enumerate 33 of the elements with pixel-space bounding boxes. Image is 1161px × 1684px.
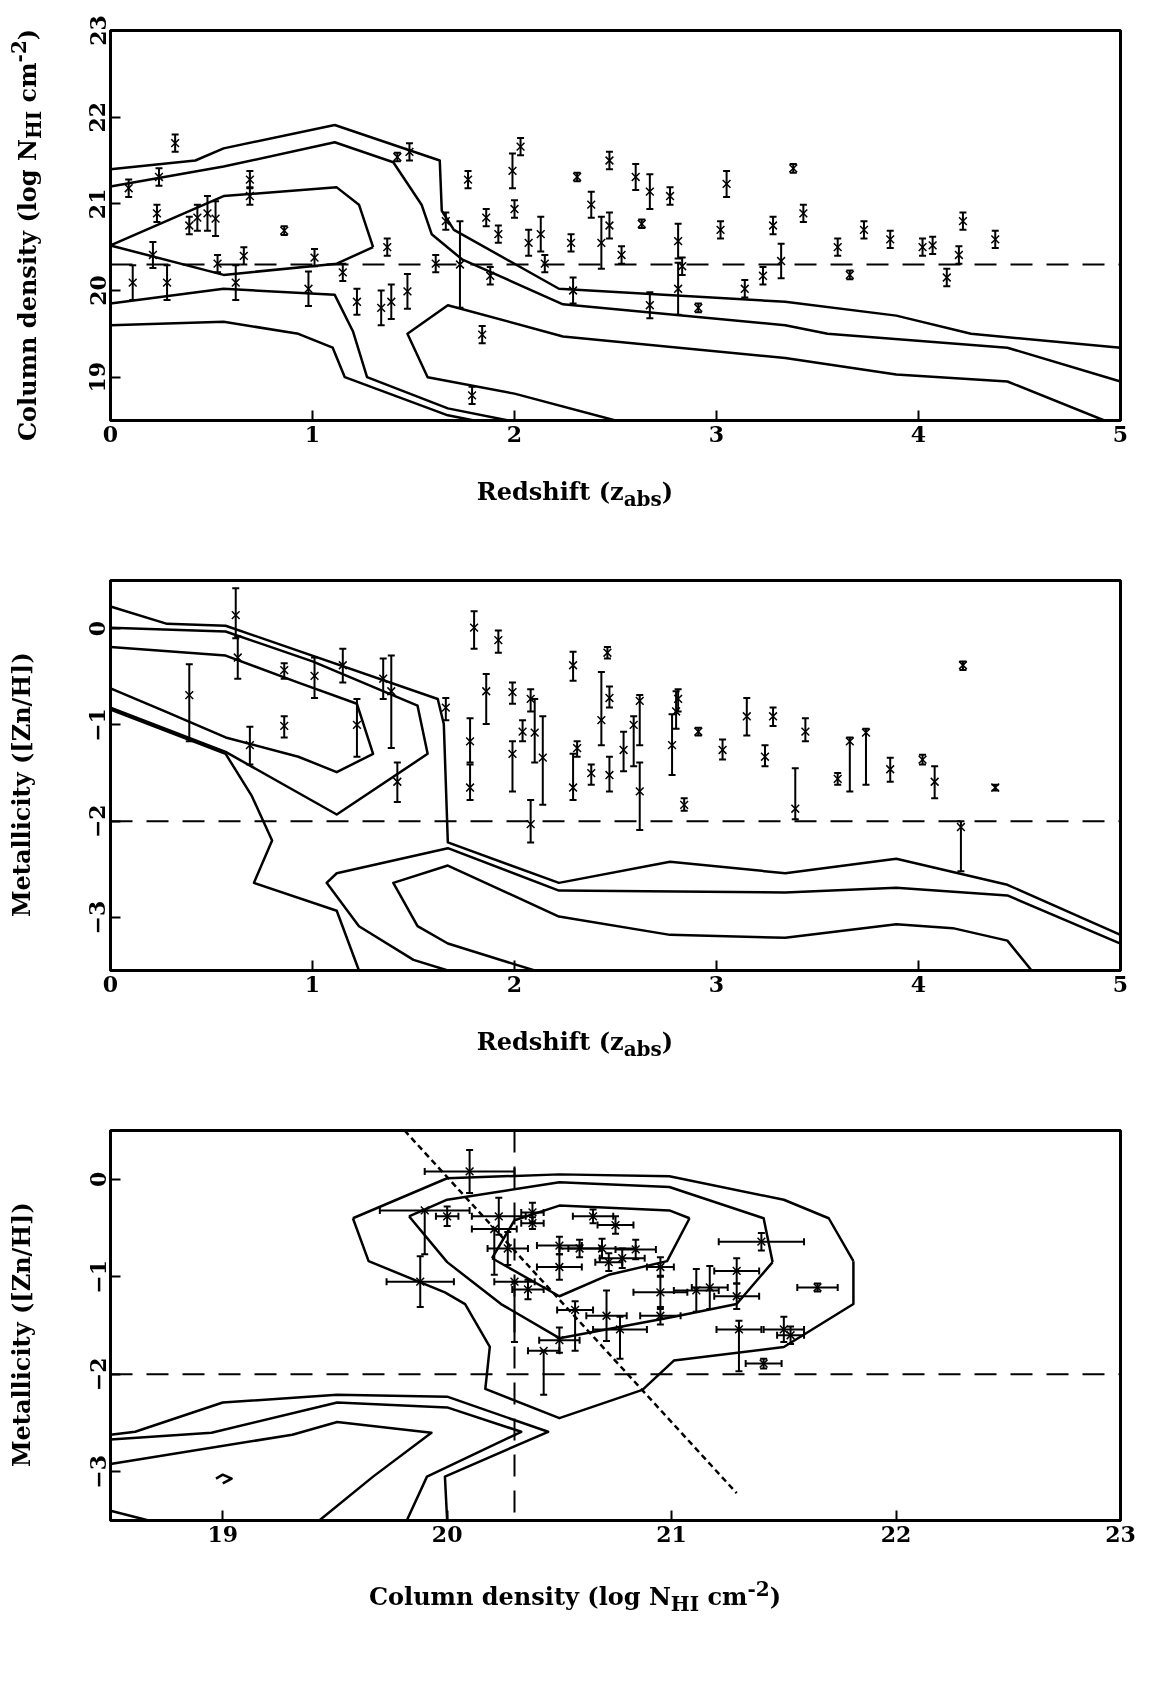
x-tick-label: 5: [1112, 420, 1129, 447]
y-tick-label: −3: [84, 900, 111, 935]
x-tick-label: 4: [910, 420, 927, 447]
x-tick-label: 22: [880, 1520, 912, 1547]
x-tick-label: 20: [431, 1520, 463, 1547]
y-tick-label: 22: [84, 101, 111, 133]
x-axis-title: Redshift (z$_{abs}$): [476, 1026, 674, 1063]
x-tick-label: 21: [656, 1520, 687, 1547]
y-tick-label: −1: [84, 708, 111, 742]
x-tick-label: 5: [1112, 970, 1129, 997]
x-tick-label: 23: [1105, 1520, 1136, 1547]
x-tick-label: 1: [304, 970, 321, 997]
x-tick-label: 3: [708, 420, 725, 447]
y-tick-label: −1: [84, 1259, 111, 1294]
x-tick-label: 19: [207, 1520, 239, 1547]
y-tick-label: 23: [84, 15, 111, 46]
x-tick-label: 2: [506, 970, 523, 997]
y-tick-label: −3: [84, 1454, 111, 1489]
x-tick-label: 4: [910, 970, 927, 997]
y-tick-label: 21: [84, 188, 111, 220]
y-tick-label: 0: [84, 1171, 111, 1187]
x-axis-title: Redshift (z$_{abs}$): [476, 476, 674, 513]
y-tick-label: −2: [84, 1357, 111, 1392]
y-tick-label: 0: [84, 620, 111, 637]
y-tick-label: 20: [84, 275, 111, 306]
x-tick-label: 1: [304, 420, 321, 447]
y-axis-title: Metallicity ([Zn/H]): [6, 652, 37, 918]
x-axis-title: Column density (log N$_{HI}$ cm$^{-2}$): [368, 1576, 782, 1618]
y-tick-label: −2: [84, 804, 111, 839]
x-tick-label: 2: [506, 420, 523, 447]
y-axis-title: Metallicity ([Zn/H]): [6, 1202, 37, 1468]
x-tick-label: 3: [708, 970, 725, 997]
y-tick-label: 19: [84, 361, 111, 393]
